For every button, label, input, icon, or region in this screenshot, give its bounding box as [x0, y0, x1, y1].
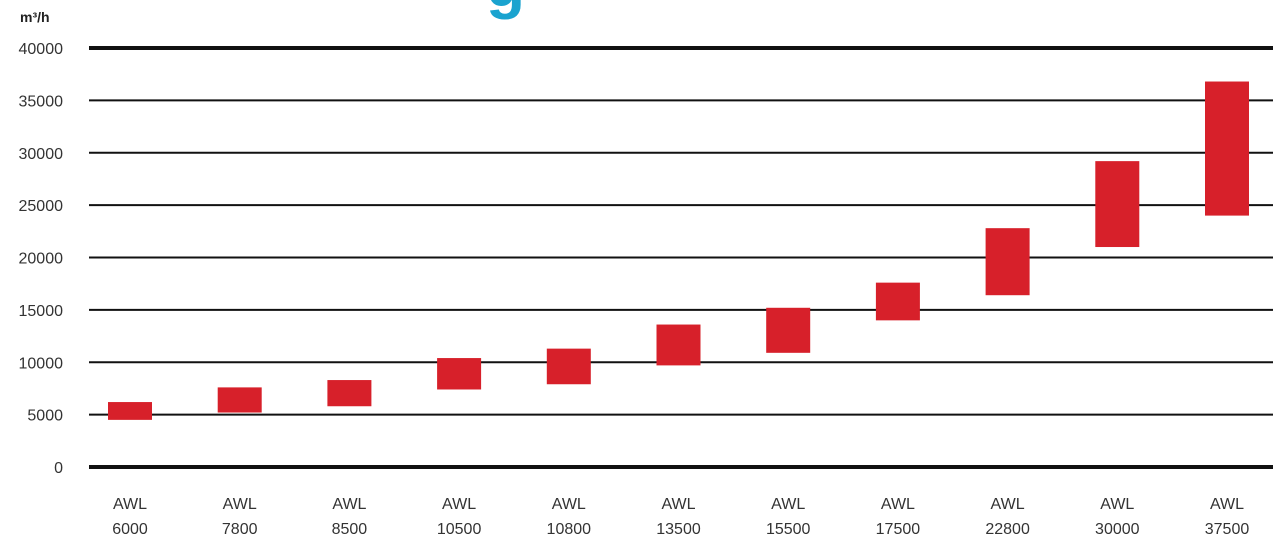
range-bar-awl-15500: [766, 307, 811, 353]
y-tick-label: 25000: [19, 198, 64, 215]
y-tick-label: 5000: [27, 408, 63, 425]
y-tick-label: 40000: [19, 41, 64, 58]
x-category-label: AWL 10500: [437, 496, 482, 537]
x-category-label: AWL 17500: [876, 496, 921, 537]
y-axis-unit-label: m³/h: [20, 9, 50, 25]
range-bar-awl-8500: [327, 380, 372, 407]
y-tick-label: 30000: [19, 146, 64, 163]
x-category-label: AWL 22800: [985, 496, 1030, 537]
x-category-label: AWL 13500: [656, 496, 701, 537]
range-bar-awl-13500: [656, 324, 701, 366]
gridlines: [89, 46, 1273, 469]
range-bar-awl-17500: [875, 282, 920, 321]
range-bar-awl-37500: [1205, 81, 1249, 216]
y-axis-tick-labels: 0 5000 10000 15000 20000 25000 30000 35000 40000: [19, 41, 64, 477]
range-bar-awl-7800: [217, 387, 262, 413]
y-tick-label: 10000: [19, 355, 64, 372]
y-tick-label: 15000: [19, 303, 64, 320]
range-bar-awl-6000: [108, 402, 152, 420]
y-tick-label: 35000: [19, 93, 64, 110]
y-tick-label: 0: [54, 460, 63, 477]
range-bar-awl-30000: [1095, 161, 1140, 248]
chart-title-fragment: g: [486, 0, 525, 20]
x-category-label: AWL 6000: [112, 496, 148, 537]
x-category-label: AWL 8500: [332, 496, 368, 537]
x-category-label: AWL 30000: [1095, 496, 1140, 537]
range-bar-awl-22800: [985, 228, 1030, 296]
x-category-label: AWL 37500: [1205, 496, 1250, 537]
x-axis-category-labels: AWL 6000 AWL 7800 AWL 8500 AWL 10500 AWL 10800 AWL…: [112, 496, 1249, 537]
range-bar-awl-10800: [546, 348, 591, 385]
y-tick-label: 20000: [19, 251, 64, 268]
x-category-label: AWL 7800: [222, 496, 258, 537]
range-bar-awl-10500: [437, 358, 482, 390]
x-category-label: AWL 10800: [547, 496, 592, 537]
x-category-label: AWL 15500: [766, 496, 811, 537]
chart-title: g: [486, 0, 525, 20]
range-bars: [108, 81, 1249, 420]
